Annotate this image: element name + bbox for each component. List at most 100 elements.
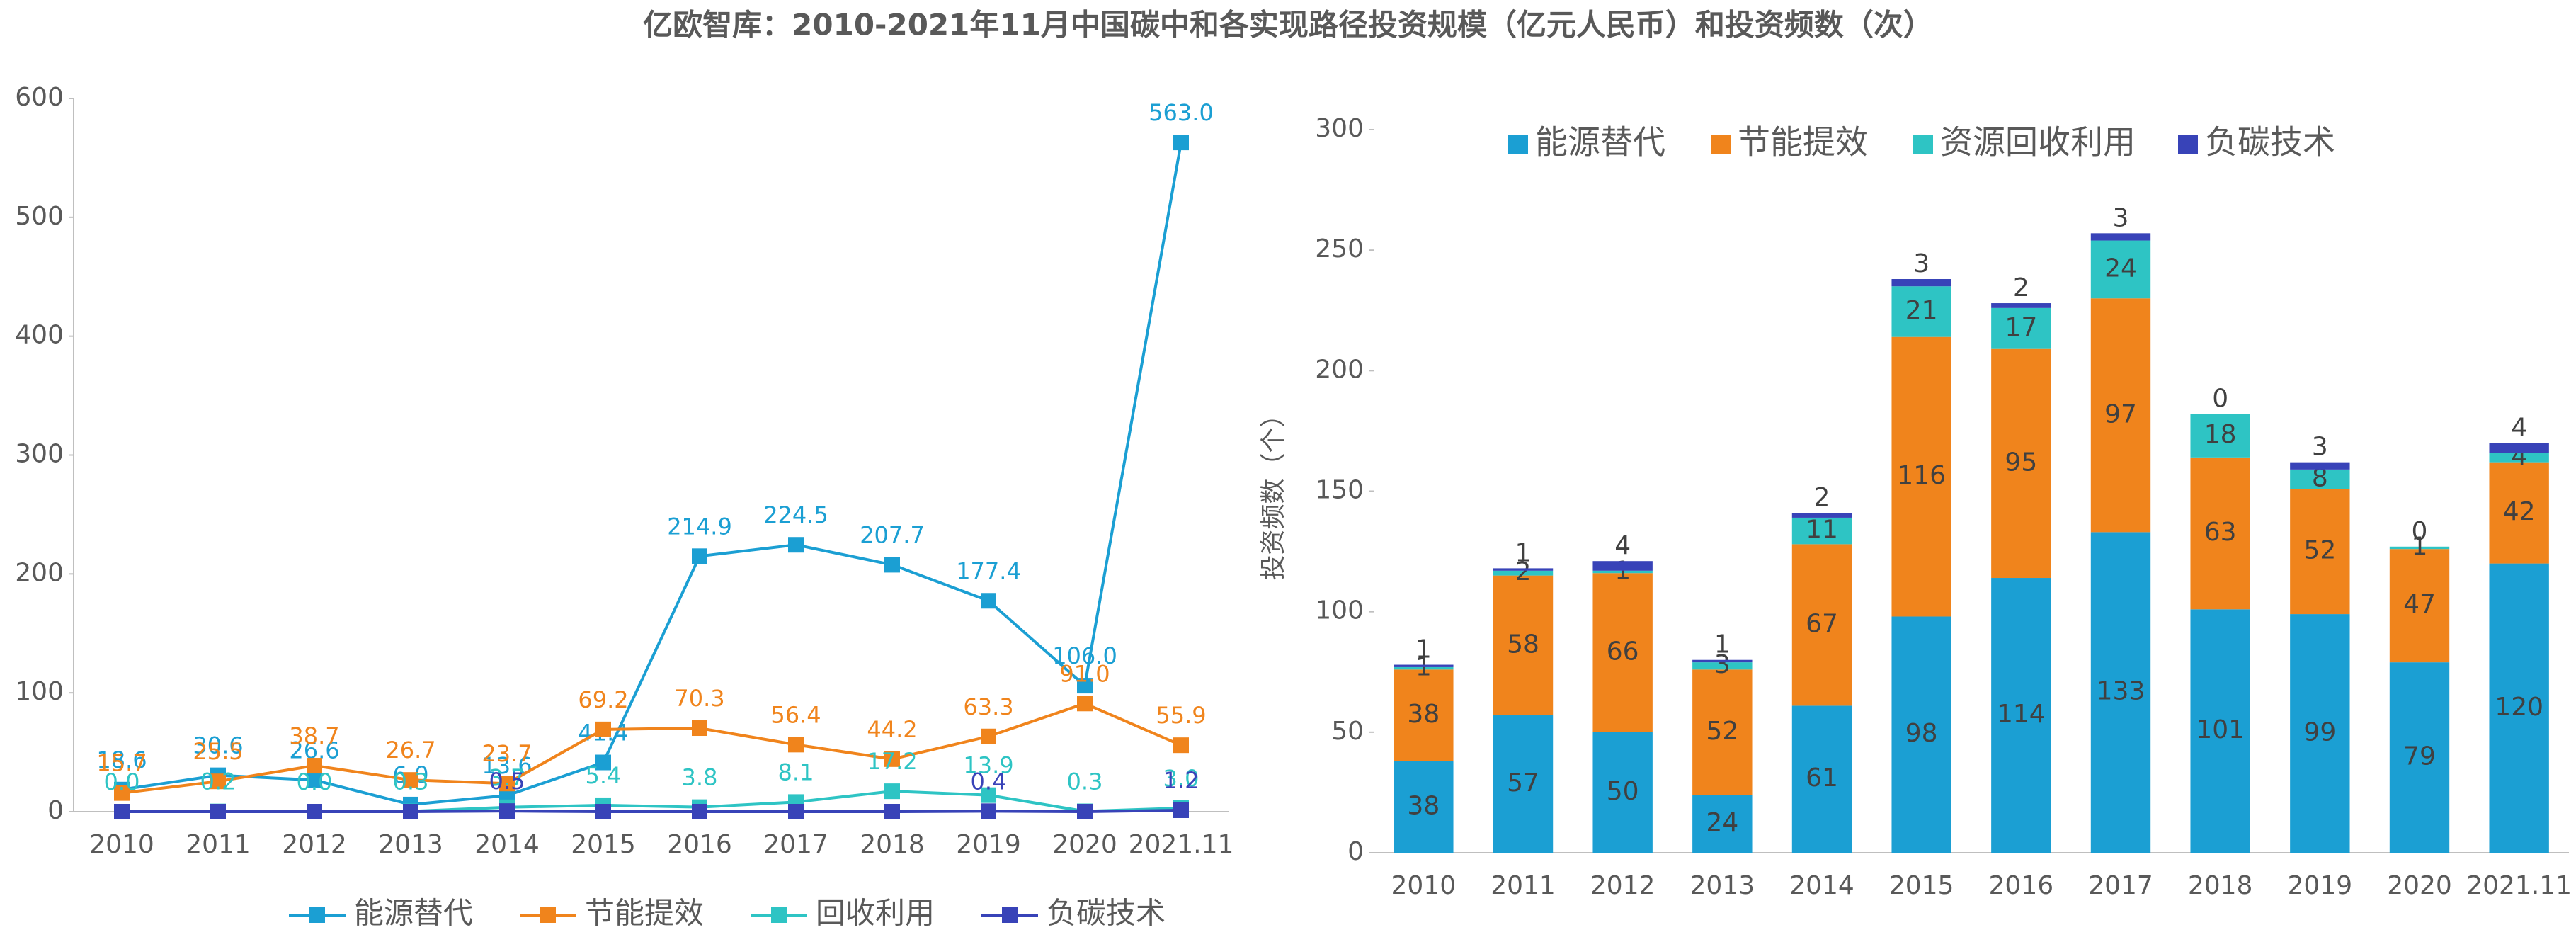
data-label: 177.4 [956, 557, 1021, 584]
x-tick-label: 2020 [2387, 871, 2452, 900]
line [121, 790, 1182, 814]
bar-segment [1991, 578, 2051, 853]
data-label: 0.0 [297, 768, 333, 795]
x-tick-label: 2018 [2188, 871, 2253, 900]
bar-segment [1493, 570, 1554, 576]
bar-segment [1394, 664, 1454, 667]
data-label: 106.0 [1052, 642, 1117, 669]
marker [884, 804, 900, 819]
data-label: 0.5 [489, 768, 525, 795]
bar-segment [1493, 715, 1554, 853]
y-tick-label: 250 [1315, 234, 1364, 263]
y-tick-label: 200 [1315, 355, 1364, 384]
bar-segment [2389, 546, 2450, 550]
marker [595, 804, 611, 819]
legend-label: 负碳技术 [2205, 123, 2335, 161]
data-label: 57 [1507, 768, 1539, 798]
data-label: 2 [1814, 483, 1830, 512]
marker [403, 772, 418, 788]
x-tick-label: 2020 [1052, 830, 1117, 859]
data-label: 21 [1905, 296, 1938, 325]
bar-segment [2290, 469, 2350, 489]
marker [788, 804, 804, 819]
marker [114, 785, 130, 801]
data-label: 99 [2303, 718, 2336, 747]
bar-segment [2389, 662, 2450, 853]
legend-swatch [1711, 135, 1731, 154]
line [121, 702, 1182, 795]
data-label: 214.9 [667, 513, 732, 540]
data-label: 58 [1507, 630, 1539, 659]
data-label: 66 [1607, 637, 1639, 666]
x-tick-label: 2011 [186, 830, 251, 859]
marker [692, 720, 707, 737]
legend-swatch [1913, 135, 1933, 154]
data-label: 0.3 [393, 768, 429, 795]
marker [499, 788, 515, 804]
x-tick-label: 2013 [378, 830, 443, 859]
bar-segment [1891, 336, 1951, 617]
data-label: 97 [2104, 399, 2137, 429]
data-label: 18 [2204, 420, 2237, 449]
data-label: 3.8 [682, 764, 718, 791]
bar-segment [2190, 457, 2250, 610]
x-tick-label: 2017 [763, 830, 828, 859]
data-label: 55.9 [1156, 702, 1206, 729]
x-tick-label: 2014 [474, 830, 540, 859]
data-label: 1 [1714, 630, 1731, 659]
bar-segment [1493, 568, 1554, 571]
bar-segment [2489, 453, 2549, 463]
data-label: 13.9 [963, 752, 1013, 779]
data-label: 1.2 [1163, 767, 1199, 794]
data-label: 52 [2303, 536, 2336, 565]
bar-segment [2090, 532, 2151, 853]
data-label: 52 [1706, 717, 1738, 746]
bar-segment [1791, 705, 1852, 853]
data-label: 56.4 [770, 701, 821, 728]
legend-marker [771, 907, 787, 923]
chart-title: 亿欧智库：2010-2021年11月中国碳中和各实现路径投资规模（亿元人民币）和… [643, 8, 1933, 42]
data-label: 3 [1913, 249, 1930, 278]
y-tick-label: 0 [1347, 837, 1364, 866]
x-tick-label: 2012 [282, 830, 347, 859]
data-label: 3 [2113, 203, 2129, 232]
bar-segment [1394, 669, 1454, 761]
data-label: 38 [1407, 700, 1440, 729]
bar-segment [1692, 662, 1753, 670]
x-tick-label: 2021.11 [2466, 871, 2572, 900]
data-label: 207.7 [860, 521, 925, 548]
bar-segment [1791, 513, 1852, 518]
y-axis-label: 投资频数（个） [1259, 402, 1288, 580]
marker [1077, 804, 1093, 819]
bar-segment [1692, 795, 1753, 853]
data-label: 63.3 [963, 693, 1013, 720]
data-label: 61 [1806, 764, 1838, 793]
y-tick-label: 50 [1331, 717, 1364, 746]
data-label: 133 [2097, 677, 2145, 706]
data-label: 3.0 [1163, 765, 1199, 792]
bar-segment [1791, 517, 1852, 545]
bar-segment [1692, 669, 1753, 795]
bar-segment [1891, 286, 1951, 337]
data-label: 1 [1415, 635, 1432, 664]
data-label: 17 [2005, 313, 2037, 342]
data-label: 67 [1806, 609, 1838, 638]
marker [884, 557, 900, 573]
marker [788, 537, 804, 553]
x-tick-label: 2019 [956, 830, 1021, 859]
data-label: 0.4 [971, 768, 1007, 795]
y-tick-label: 0 [47, 796, 64, 825]
data-label: 30.6 [193, 732, 243, 759]
marker [595, 721, 611, 737]
x-tick-label: 2010 [1391, 871, 1457, 900]
data-label: 1 [2412, 532, 2428, 561]
bar-segment [1592, 561, 1653, 571]
data-label: 1 [1415, 653, 1432, 682]
marker [1173, 802, 1189, 818]
data-label: 563.0 [1149, 99, 1214, 126]
marker [788, 737, 804, 753]
data-label: 23.7 [481, 740, 532, 767]
data-label: 38 [1407, 791, 1440, 820]
marker [403, 804, 418, 819]
